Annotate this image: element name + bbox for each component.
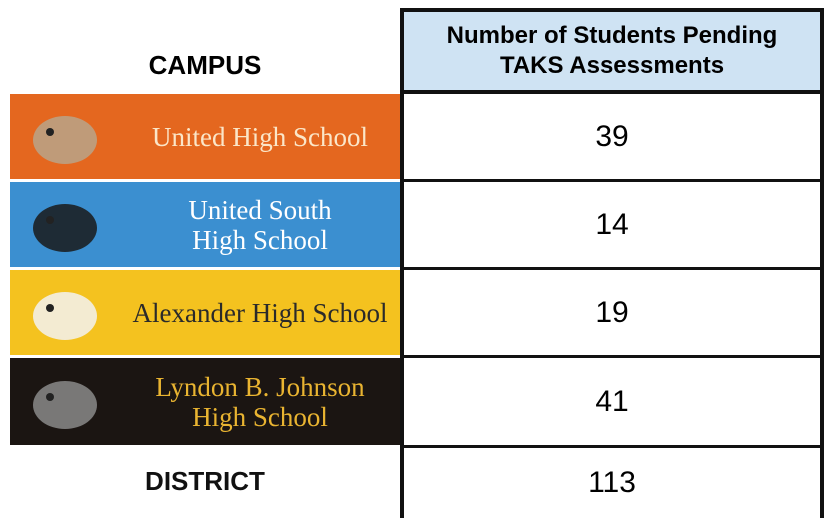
count-cell: 41: [400, 358, 824, 448]
campus-header: CAMPUS: [10, 50, 400, 81]
school-name: Alexander High School: [120, 298, 400, 328]
mascot-logo: [10, 182, 120, 267]
page: CAMPUS Number of Students PendingTAKS As…: [0, 0, 827, 518]
school-line: High School: [120, 402, 400, 432]
count-cell: 14: [400, 182, 824, 270]
mascot: [20, 278, 110, 348]
header-line: Number of Students Pending: [447, 21, 778, 51]
mascot-logo: [10, 270, 120, 355]
school-line: High School: [120, 225, 400, 255]
mascot: [20, 367, 110, 437]
district-cell: DISTRICT: [10, 448, 400, 518]
mascot-logo: [10, 358, 120, 445]
header-line: TAKS Assessments: [500, 51, 724, 81]
school-name: United High School: [120, 122, 400, 152]
count-cell: 19: [400, 270, 824, 358]
school-line: Alexander High School: [120, 298, 400, 328]
mascot-logo: [10, 94, 120, 179]
district-count: 113: [400, 448, 824, 518]
campus-cell: Alexander High School: [10, 270, 400, 358]
count-cell: 39: [400, 94, 824, 182]
school-line: Lyndon B. Johnson: [120, 372, 400, 402]
school-line: United High School: [120, 122, 400, 152]
campus-cell: United High School: [10, 94, 400, 182]
district-label: DISTRICT: [145, 466, 265, 497]
school-line: United South: [120, 195, 400, 225]
mascot: [20, 102, 110, 172]
mascot: [20, 190, 110, 260]
